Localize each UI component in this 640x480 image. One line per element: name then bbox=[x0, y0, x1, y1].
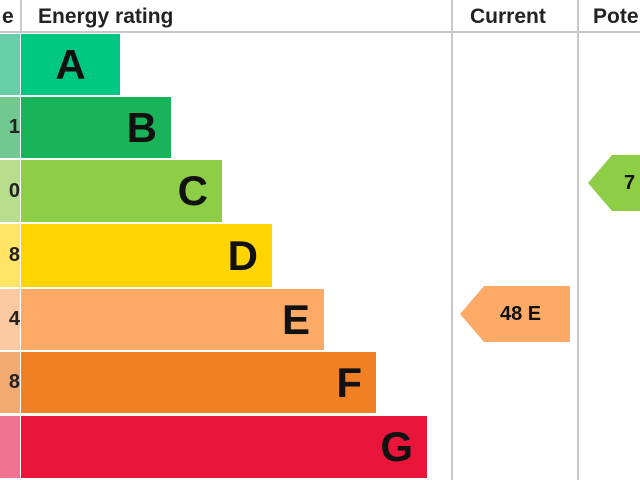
band-letter: B bbox=[126, 103, 157, 151]
column-divider bbox=[20, 0, 22, 32]
band-letter: D bbox=[227, 231, 258, 279]
band-bar-c: C bbox=[21, 160, 222, 222]
score-range-g bbox=[0, 416, 20, 478]
band-bar-g: G bbox=[21, 416, 427, 478]
score-range-a bbox=[0, 34, 20, 95]
band-bar-b: B bbox=[21, 97, 171, 158]
score-range-f: 8 bbox=[0, 352, 20, 413]
potential-rating-arrow: 7 bbox=[588, 155, 640, 211]
band-bar-a: A bbox=[21, 34, 120, 95]
potential-rating-label: 7 bbox=[624, 171, 636, 194]
band-bar-d: D bbox=[21, 224, 272, 287]
current-rating-label: 48 E bbox=[500, 302, 542, 325]
current-rating-arrow: 48 E bbox=[460, 286, 570, 342]
band-bar-e: E bbox=[21, 289, 324, 350]
score-range-d: 8 bbox=[0, 224, 20, 287]
score-header: e bbox=[2, 5, 14, 28]
potential-header: Pote bbox=[593, 5, 639, 28]
column-divider bbox=[577, 0, 579, 480]
score-range-b: 1 bbox=[0, 97, 20, 158]
band-letter: F bbox=[336, 358, 362, 406]
header-divider bbox=[0, 31, 640, 33]
band-letter: A bbox=[55, 40, 86, 88]
score-range-e: 4 bbox=[0, 289, 20, 350]
current-header: Current bbox=[470, 5, 546, 28]
energy-rating-header: Energy rating bbox=[38, 5, 174, 28]
band-letter: E bbox=[281, 295, 310, 343]
band-bar-f: F bbox=[21, 352, 376, 413]
band-letter: C bbox=[177, 167, 208, 214]
column-divider bbox=[451, 0, 453, 480]
score-range-c: 0 bbox=[0, 160, 20, 222]
band-letter: G bbox=[380, 423, 413, 470]
